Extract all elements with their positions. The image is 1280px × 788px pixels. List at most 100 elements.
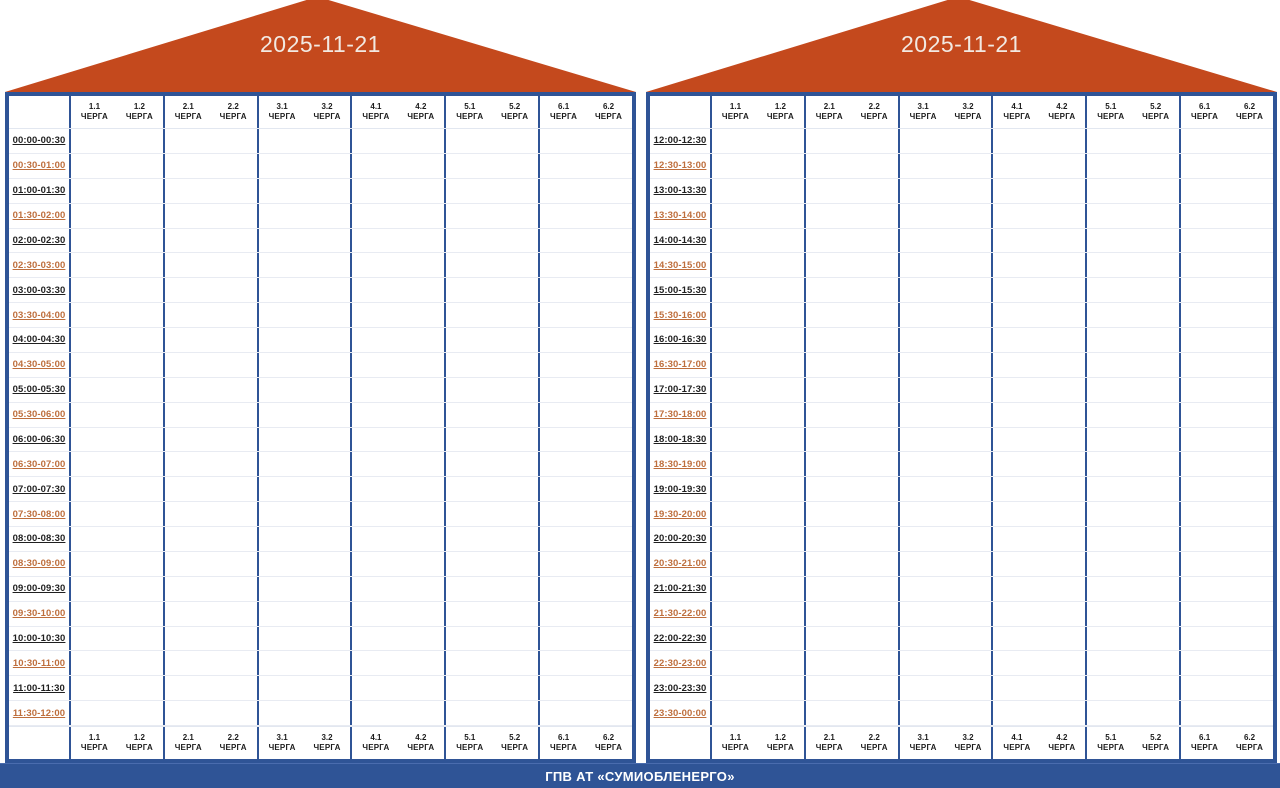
schedule-cell: [211, 164, 256, 168]
time-slot-label[interactable]: 21:00-21:30: [650, 576, 712, 601]
schedule-cell: [398, 363, 443, 367]
time-slot-label[interactable]: 05:30-06:00: [9, 402, 71, 427]
time-slot-label[interactable]: 03:30-04:00: [9, 303, 71, 327]
schedule-cell: [541, 164, 586, 168]
schedule-cell: [946, 562, 991, 566]
queue-group: [165, 701, 259, 725]
time-slot-label[interactable]: 20:30-21:00: [650, 551, 712, 576]
time-slot-label[interactable]: 04:00-04:30: [9, 328, 71, 352]
column-number: 6.2: [1243, 101, 1256, 111]
time-slot-label[interactable]: 06:00-06:30: [9, 427, 71, 452]
queue-group: [806, 626, 900, 651]
time-slot-label[interactable]: 03:00-03:30: [9, 278, 71, 303]
schedule-cell: [305, 189, 350, 193]
time-slot-label[interactable]: 20:00-20:30: [650, 527, 712, 551]
time-slot-label[interactable]: 11:00-11:30: [9, 676, 71, 701]
schedule-cell: [1088, 388, 1133, 392]
time-slot-label[interactable]: 10:00-10:30: [9, 626, 71, 651]
queue-group: [1181, 701, 1273, 725]
schedule-cell: [713, 487, 758, 491]
queue-group: [71, 427, 165, 452]
time-slot-label[interactable]: 08:00-08:30: [9, 527, 71, 551]
time-slot-label[interactable]: 23:00-23:30: [650, 676, 712, 701]
schedule-cell: [1088, 711, 1133, 715]
time-slot-label[interactable]: 06:30-07:00: [9, 452, 71, 477]
queue-group: [165, 377, 259, 402]
queue-group: [806, 551, 900, 576]
column-header: 4.1 ЧЕРГА: [994, 102, 1039, 123]
schedule-row: 07:30-08:00: [9, 502, 632, 527]
schedule-cell: [1182, 636, 1227, 640]
queue-group: [540, 353, 632, 377]
time-slot-label[interactable]: 15:30-16:00: [650, 303, 712, 327]
queue-group: [900, 601, 994, 626]
time-slot-label[interactable]: 23:30-00:00: [650, 701, 712, 725]
time-slot-label[interactable]: 15:00-15:30: [650, 278, 712, 303]
schedule-cell: [305, 686, 350, 690]
queue-group: [1087, 402, 1182, 427]
time-slot-label[interactable]: 21:30-22:00: [650, 601, 712, 626]
time-slot-label[interactable]: 17:00-17:30: [650, 377, 712, 402]
time-slot-label[interactable]: 22:30-23:00: [650, 651, 712, 676]
time-slot-label[interactable]: 02:30-03:00: [9, 253, 71, 278]
queue-group-header: 5.1 ЧЕРГА 5.2 ЧЕРГА: [446, 727, 541, 759]
schedule-cell: [211, 587, 256, 591]
time-slot-label[interactable]: 17:30-18:00: [650, 402, 712, 427]
schedule-cell: [447, 612, 492, 616]
column-number: 4.2: [415, 101, 427, 111]
time-slot-label[interactable]: 04:30-05:00: [9, 352, 71, 377]
column-header: 5.2 ЧЕРГА: [492, 102, 537, 123]
time-slot-label[interactable]: 02:00-02:30: [9, 228, 71, 253]
queue-group: [71, 651, 165, 676]
queue-group: [352, 576, 447, 601]
time-slot-label[interactable]: 05:00-05:30: [9, 377, 71, 402]
schedule-cell: [994, 587, 1039, 591]
time-slot-label[interactable]: 13:30-14:00: [650, 203, 712, 228]
time-slot-label[interactable]: 13:00-13:30: [650, 178, 712, 203]
time-slot-label[interactable]: 14:30-15:00: [650, 253, 712, 278]
schedule-cell: [166, 139, 211, 143]
schedule-cell: [901, 562, 946, 566]
time-slot-label[interactable]: 22:00-22:30: [650, 626, 712, 651]
time-slot-label[interactable]: 12:30-13:00: [650, 153, 712, 178]
schedule-cell: [713, 313, 758, 317]
schedule-cell: [1088, 512, 1133, 516]
time-slot-label[interactable]: 19:00-19:30: [650, 477, 712, 502]
schedule-cell: [492, 487, 537, 491]
time-slot-label[interactable]: 09:00-09:30: [9, 576, 71, 601]
schedule-cell: [758, 263, 803, 267]
schedule-cell: [541, 413, 586, 417]
queue-group: [259, 153, 353, 178]
schedule-cell: [447, 388, 492, 392]
time-slot-label[interactable]: 18:00-18:30: [650, 427, 712, 452]
queue-group: [540, 577, 632, 601]
time-slot-label[interactable]: 07:30-08:00: [9, 502, 71, 526]
time-slot-label[interactable]: 09:30-10:00: [9, 601, 71, 626]
schedule-cell: [946, 313, 991, 317]
time-slot-label[interactable]: 00:00-00:30: [9, 129, 71, 153]
schedule-cell: [305, 537, 350, 541]
time-slot-label[interactable]: 12:00-12:30: [650, 129, 712, 153]
time-slot-label[interactable]: 01:30-02:00: [9, 203, 71, 228]
time-slot-label[interactable]: 00:30-01:00: [9, 153, 71, 178]
time-slot-label[interactable]: 10:30-11:00: [9, 651, 71, 676]
schedule-cell: [1039, 437, 1084, 441]
time-slot-label[interactable]: 07:00-07:30: [9, 477, 71, 502]
time-slot-label[interactable]: 16:00-16:30: [650, 328, 712, 352]
time-slot-label[interactable]: 16:30-17:00: [650, 352, 712, 377]
time-slot-label[interactable]: 19:30-20:00: [650, 502, 712, 526]
queue-group-header: 6.1 ЧЕРГА 6.2 ЧЕРГА: [1181, 96, 1273, 128]
schedule-cell: [117, 413, 162, 417]
schedule-cell: [758, 363, 803, 367]
time-slot-label[interactable]: 14:00-14:30: [650, 228, 712, 253]
schedule-cell: [305, 338, 350, 342]
queue-group: [900, 676, 994, 701]
schedule-cell: [211, 413, 256, 417]
queue-group: [993, 601, 1088, 626]
time-slot-label[interactable]: 01:00-01:30: [9, 178, 71, 203]
column-number: 1.2: [133, 101, 145, 111]
time-slot-label[interactable]: 08:30-09:00: [9, 551, 71, 576]
column-header: 6.1 ЧЕРГА: [541, 733, 586, 754]
time-slot-label[interactable]: 11:30-12:00: [9, 701, 71, 725]
time-slot-label[interactable]: 18:30-19:00: [650, 452, 712, 477]
